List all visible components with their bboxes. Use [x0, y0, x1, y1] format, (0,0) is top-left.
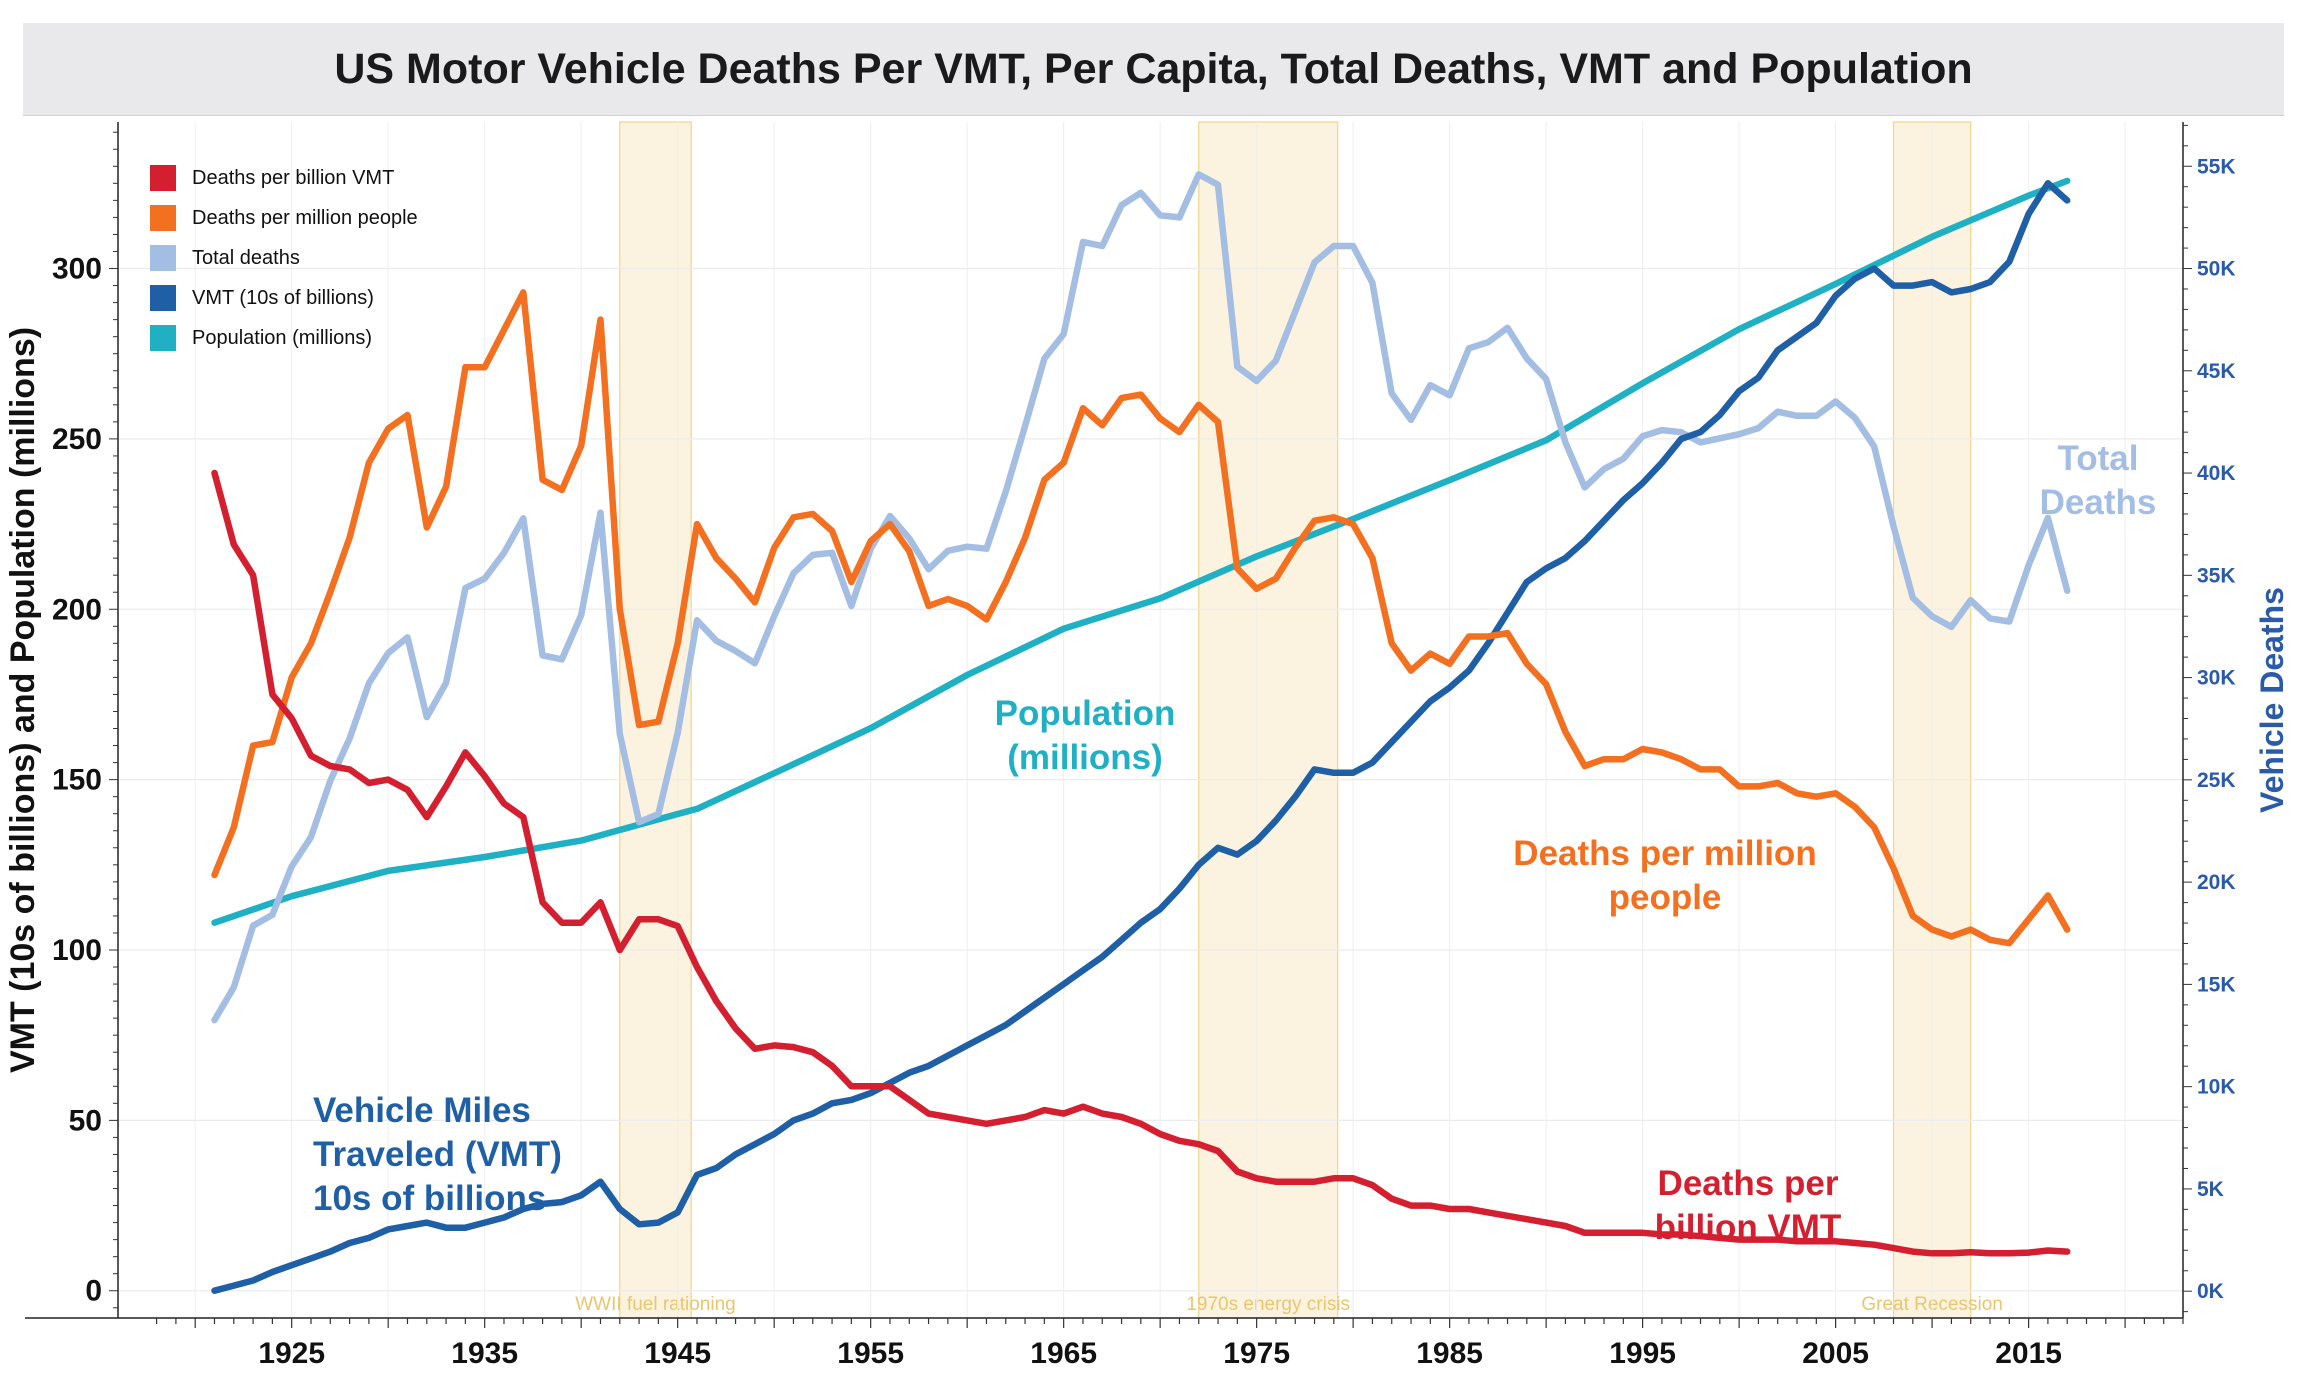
series-annotation-line: 10s of billions — [313, 1179, 546, 1218]
grid — [118, 122, 2183, 1318]
y-axis-label-right: Vehicle Deaths — [2254, 587, 2290, 813]
series-lines — [211, 171, 2071, 1294]
series-annotation-line: (millions) — [1007, 738, 1163, 777]
series-line — [211, 171, 2071, 1024]
legend-label: VMT (10s of billions) — [192, 287, 374, 309]
series-annotation-line: Deaths per — [1658, 1164, 1839, 1203]
shaded-period — [1198, 121, 1339, 1319]
x-tick-label: 1945 — [644, 1337, 711, 1370]
series-annotation-line: Population — [995, 694, 1176, 733]
series-annotations: Population (millions) Deaths per million pe… — [313, 439, 2156, 1247]
x-tick-label: 2015 — [1995, 1337, 2062, 1370]
y-right-tick-label: 55K — [2197, 155, 2236, 178]
x-tick-label: 1925 — [258, 1337, 325, 1370]
y-left-tick-label: 300 — [52, 253, 102, 286]
series-annotation-line: Deaths per million — [1513, 834, 1816, 873]
shaded-period-label: 1970s energy crisis — [1186, 1294, 1350, 1315]
y-right-tick-label: 25K — [2197, 769, 2236, 792]
shaded-period-label: WWII fuel rationing — [575, 1294, 736, 1315]
y-left-tick-label: 250 — [52, 423, 102, 456]
y-right-tick-label: 35K — [2197, 564, 2236, 587]
series-annotation: Total Deaths — [2040, 439, 2157, 522]
y-right-tick-label: 5K — [2197, 1178, 2224, 1201]
chart-title-bar: US Motor Vehicle Deaths Per VMT, Per Cap… — [23, 23, 2284, 116]
x-tick-label: 1995 — [1609, 1337, 1676, 1370]
y-axis-label-left: VMT (10s of billions) and Population (mi… — [4, 327, 42, 1073]
shaded-periods: WWII fuel rationing 1970s energy crisis Gr… — [575, 121, 2003, 1319]
x-tick-label: 1935 — [451, 1337, 518, 1370]
series-annotation: Deaths per billion VMT — [1655, 1164, 1842, 1247]
series-annotation-line: billion VMT — [1655, 1208, 1842, 1247]
series-line — [211, 469, 2071, 1257]
series-annotation-line: Total — [2057, 439, 2138, 478]
y-left-tick-label: 50 — [69, 1104, 102, 1137]
series-line — [211, 177, 2071, 926]
legend-label: Total deaths — [192, 247, 300, 269]
x-tick-label: 1975 — [1223, 1337, 1290, 1370]
series-line — [211, 180, 2071, 1294]
series-line — [211, 289, 2071, 947]
series-annotation-line: Traveled (VMT) — [313, 1135, 562, 1174]
legend-label: Deaths per billion VMT — [192, 167, 395, 189]
series-annotation-line: Vehicle Miles — [313, 1091, 531, 1130]
chart-title: US Motor Vehicle Deaths Per VMT, Per Cap… — [334, 45, 1973, 93]
legend-swatch — [150, 325, 176, 351]
legend-swatch — [150, 205, 176, 231]
series-annotation: Vehicle Miles Traveled (VMT) 10s of billio… — [313, 1091, 562, 1218]
legend-swatch — [150, 285, 176, 311]
y-right-tick-label: 40K — [2197, 462, 2236, 485]
x-tick-label: 1955 — [837, 1337, 904, 1370]
x-tick-label: 2005 — [1802, 1337, 1869, 1370]
legend-swatch — [150, 245, 176, 271]
series-annotation-line: people — [1609, 878, 1722, 917]
series-annotation: Deaths per million people — [1513, 834, 1816, 917]
axes: 1925 1935 1945 1955 1965 1975 1985 1995 2005 2015… — [25, 122, 2236, 1370]
y-right-tick-label: 10K — [2197, 1076, 2236, 1099]
x-tick-label: 1965 — [1030, 1337, 1097, 1370]
y-right-tick-label: 45K — [2197, 360, 2236, 383]
y-left-tick-label: 150 — [52, 764, 102, 797]
legend-label: Deaths per million people — [192, 207, 418, 229]
series-annotation-line: Deaths — [2040, 483, 2157, 522]
y-left-tick-label: 100 — [52, 934, 102, 967]
series-annotation: Population (millions) — [995, 694, 1176, 777]
y-right-tick-label: 15K — [2197, 973, 2236, 996]
y-left-tick-label: 0 — [85, 1275, 102, 1308]
legend-swatch — [150, 165, 176, 191]
y-right-tick-label: 30K — [2197, 667, 2236, 690]
legend-label: Population (millions) — [192, 327, 373, 349]
x-tick-label: 1985 — [1416, 1337, 1483, 1370]
y-right-tick-label: 20K — [2197, 871, 2236, 894]
y-right-tick-label: 50K — [2197, 258, 2236, 281]
y-left-tick-label: 200 — [52, 593, 102, 626]
y-right-tick-label: 0K — [2197, 1280, 2224, 1303]
